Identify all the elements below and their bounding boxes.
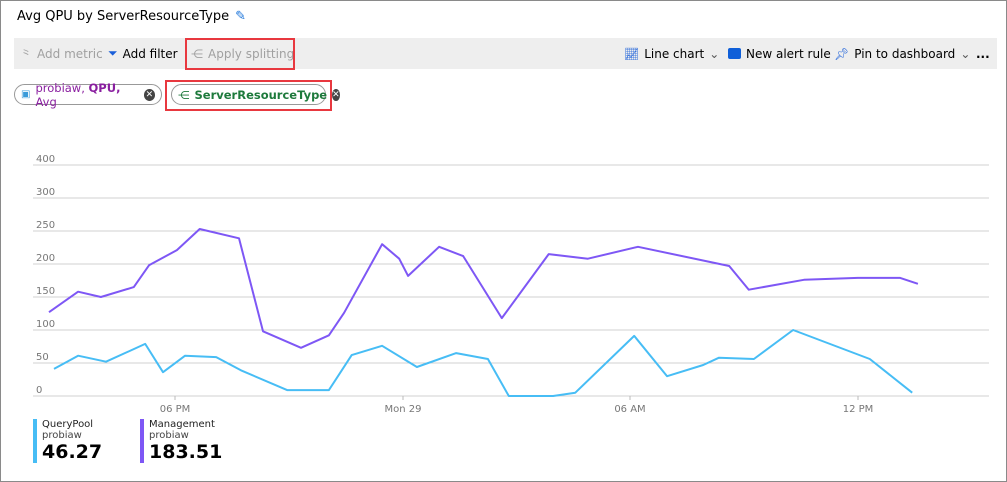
pin-to-dashboard-button[interactable]: 📌︎ Pin to dashboard ⌄ [834, 38, 970, 69]
filter-icon: ⏷ [108, 46, 118, 60]
pin-to-dashboard-label: Pin to dashboard [854, 46, 956, 61]
x-tick-label: Mon 29 [385, 404, 422, 415]
series-line-querypool [53, 329, 913, 397]
y-tick-label: 100 [36, 319, 55, 330]
pencil-icon[interactable]: ✎ [235, 9, 247, 24]
metric-pill-text: probiaw, QPU, Avg [35, 81, 138, 109]
apply-splitting-label: Apply splitting [208, 46, 295, 61]
y-tick-label: 300 [36, 187, 55, 198]
chart-type-label: Line chart [644, 46, 705, 61]
add-filter-button[interactable]: ⏷ Add filter [108, 38, 178, 69]
remove-metric-icon[interactable]: ✕ [143, 88, 155, 101]
legend-item-querypool[interactable]: QueryPool probiaw 46.27 [33, 419, 102, 463]
y-tick-label: 250 [36, 220, 55, 231]
split-pill-highlight [165, 80, 332, 111]
legend-series-resource: probiaw [42, 430, 82, 441]
chart-title-text: Avg QPU by ServerResourceType [17, 9, 230, 24]
split-label: ServerResourceType [194, 87, 328, 102]
x-tick-label: 12 PM [843, 404, 874, 415]
chart-type-dropdown[interactable]: 📈︎ Line chart ⌄ [624, 38, 719, 69]
y-tick-label: 50 [36, 352, 49, 363]
alert-icon [728, 48, 741, 59]
splitting-highlight [185, 38, 295, 70]
line-chart-icon: 📈︎ [624, 46, 640, 61]
add-filter-label: Add filter [122, 46, 178, 61]
legend-series-name: QueryPool [42, 419, 94, 430]
y-tick-label: 150 [36, 286, 55, 297]
x-tick-label: 06 AM [614, 404, 645, 415]
metric-aggregation: Avg [35, 94, 57, 109]
new-alert-rule-button[interactable]: New alert rule [728, 38, 831, 69]
split-icon: ⋲ [178, 87, 190, 102]
more-button[interactable]: ... [976, 46, 990, 61]
legend-series-value: 46.27 [42, 441, 103, 463]
split-icon: ⋲ [191, 46, 203, 61]
metric-resource: probiaw, [35, 80, 85, 95]
remove-split-icon[interactable]: ✕ [332, 88, 340, 101]
y-tick-label: 400 [36, 154, 55, 165]
add-metric-button[interactable]: ⺀ Add metric [20, 38, 103, 69]
chevron-down-icon: ⌄ [960, 46, 971, 61]
toolbar: ⺀ Add metric ⏷ Add filter ⋲ Apply splitting… [14, 38, 997, 69]
legend-series-value: 183.51 [149, 441, 223, 463]
chart-title: Avg QPU by ServerResourceType ✎ [17, 9, 246, 24]
legend-item-management[interactable]: Management probiaw 183.51 [140, 419, 222, 463]
apply-splitting-button[interactable]: ⋲ Apply splitting [191, 38, 294, 69]
new-alert-rule-label: New alert rule [746, 46, 831, 61]
pin-icon: 📌︎ [834, 46, 850, 61]
y-tick-label: 0 [36, 385, 42, 396]
add-metric-label: Add metric [37, 46, 103, 61]
chevron-down-icon: ⌄ [709, 46, 720, 61]
y-tick-label: 200 [36, 253, 55, 264]
x-tick-label: 06 PM [160, 404, 191, 415]
legend-series-name: Management [149, 419, 215, 430]
split-pill[interactable]: ⋲ ServerResourceType ✕ [171, 84, 340, 105]
add-metric-icon: ⺀ [20, 47, 33, 61]
legend-series-resource: probiaw [149, 430, 189, 441]
metric-pill[interactable]: ▣ probiaw, QPU, Avg ✕ [14, 81, 162, 109]
resource-icon: ▣ [21, 89, 31, 100]
metric-name: QPU, [88, 80, 121, 95]
